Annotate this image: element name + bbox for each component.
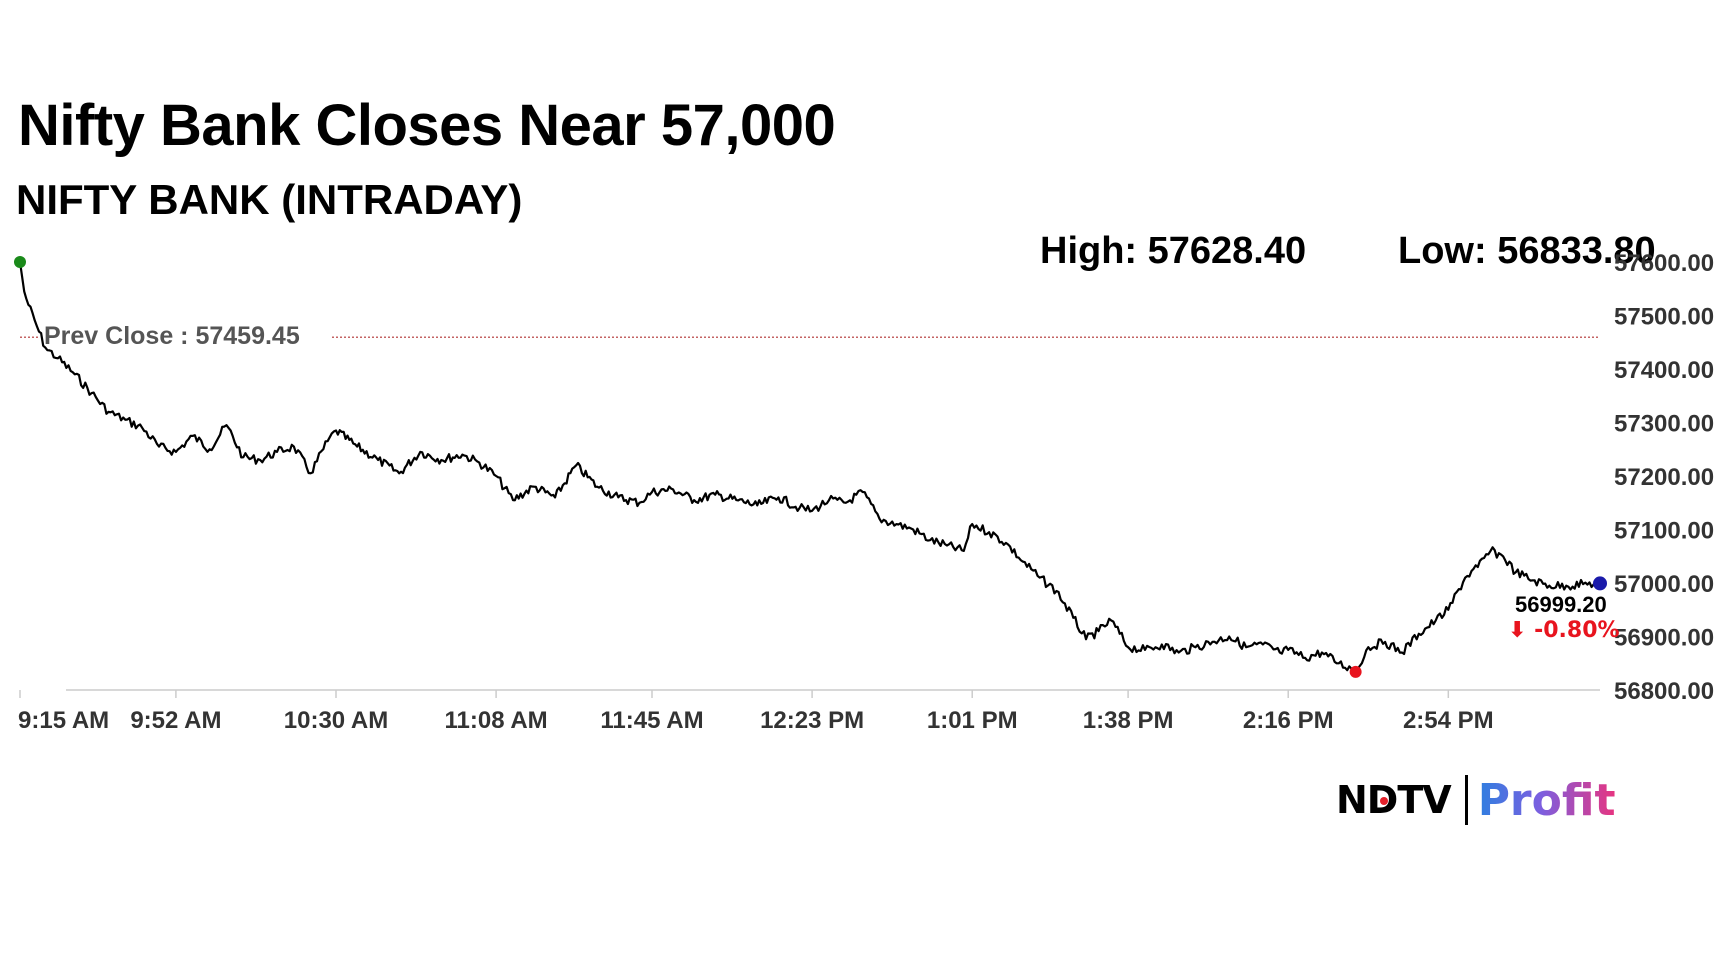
price-line <box>18 261 1601 673</box>
y-tick-label: 56900.00 <box>1614 625 1714 652</box>
low-value: Low: 56833.80 <box>1398 230 1656 272</box>
logo-divider <box>1464 775 1468 825</box>
y-tick-label: 57000.00 <box>1614 571 1714 598</box>
high-value: High: 57628.40 <box>1040 230 1307 272</box>
y-tick-label: 57100.00 <box>1614 518 1714 545</box>
ndtv-profit-logo: NDTV Profit <box>1336 772 1616 828</box>
logo-brand: NDTV <box>1336 778 1452 822</box>
y-tick-label: 57400.00 <box>1614 357 1714 384</box>
x-tick-label: 1:01 PM <box>927 707 1018 734</box>
y-tick-label: 57300.00 <box>1614 411 1714 438</box>
prev-close-label: Prev Close : 57459.45 <box>44 322 300 350</box>
x-tick-label: 2:54 PM <box>1403 707 1494 734</box>
open-marker <box>14 256 26 268</box>
y-tick-label: 57200.00 <box>1614 464 1714 491</box>
chart-title: Nifty Bank Closes Near 57,000 <box>18 93 836 158</box>
low-marker <box>1349 665 1362 678</box>
prev-close-label-bg <box>40 317 330 350</box>
x-tick-label: 11:08 AM <box>445 707 548 734</box>
x-tick-label: 9:52 AM <box>130 707 221 734</box>
last-marker <box>1593 576 1607 591</box>
y-tick-label: 57500.00 <box>1614 304 1714 331</box>
x-tick-label: 10:30 AM <box>284 707 388 734</box>
x-tick-label: 12:23 PM <box>760 707 864 734</box>
x-tick-label: 2:16 PM <box>1243 707 1334 734</box>
y-tick-label: 56800.00 <box>1614 678 1714 705</box>
logo-product: Profit <box>1477 774 1616 826</box>
change-label: ⬇ -0.80% <box>1508 618 1620 643</box>
chart-subtitle: NIFTY BANK (INTRADAY) <box>16 176 523 223</box>
x-tick-label: 11:45 AM <box>600 707 703 734</box>
x-tick-label: 1:38 PM <box>1083 707 1174 734</box>
y-tick-label: 57600.00 <box>1614 250 1714 277</box>
last-value-label: 56999.20 <box>1515 592 1607 617</box>
x-tick-label: 9:15 AM <box>18 707 109 734</box>
